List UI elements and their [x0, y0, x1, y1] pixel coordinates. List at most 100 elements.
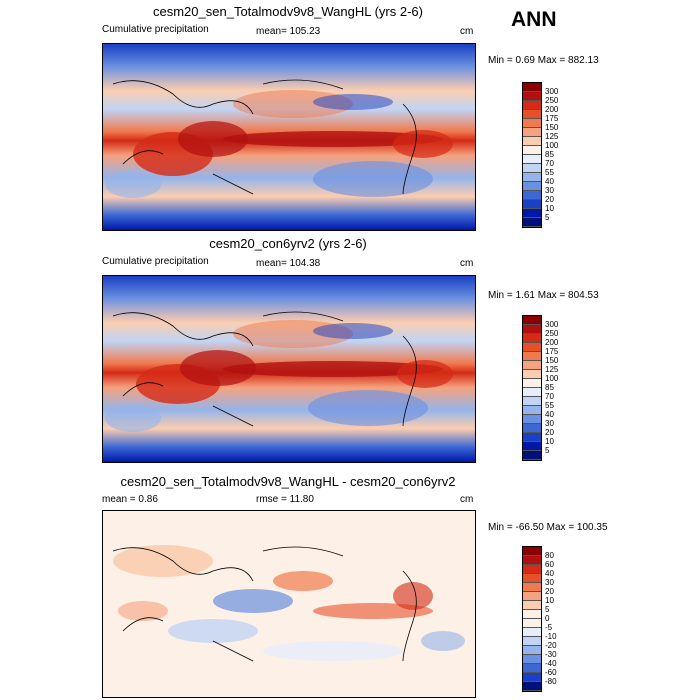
colorbar-label: 100: [545, 374, 559, 383]
colorbar-label: 125: [545, 132, 559, 141]
colorbar-cell: [523, 574, 541, 583]
panel-3-diff-field: [103, 511, 475, 697]
colorbar-label: 10: [545, 204, 554, 213]
colorbar-cell: [523, 664, 541, 673]
colorbar-label: 175: [545, 114, 559, 123]
colorbar-cell: [523, 610, 541, 619]
colorbar-label: 70: [545, 392, 554, 401]
colorbar-cell: [523, 137, 541, 146]
colorbar-cell: [523, 200, 541, 209]
panel-2-map: [102, 275, 476, 463]
colorbar-cell: [523, 682, 541, 691]
colorbar-label: 80: [545, 551, 554, 560]
colorbar-cell: [523, 92, 541, 101]
colorbar-label: 55: [545, 401, 554, 410]
colorbar-label: 60: [545, 560, 554, 569]
colorbar-label: 10: [545, 596, 554, 605]
colorbar-label: 250: [545, 96, 559, 105]
colorbar-cell: [523, 128, 541, 137]
colorbar-label: 70: [545, 159, 554, 168]
panel-3-colorbar: 80 60 40 30 20 10 5 0 -5 -10 -20 -30 -40 -60 -80: [522, 546, 557, 692]
colorbar-label: 55: [545, 168, 554, 177]
colorbar-label: 5: [545, 605, 550, 614]
colorbar-label: -60: [545, 668, 557, 677]
colorbar-label: 175: [545, 347, 559, 356]
colorbar-cell: [523, 628, 541, 637]
panel-3-units: cm: [460, 494, 474, 505]
colorbar-cell: [523, 101, 541, 110]
colorbar-cell: [523, 397, 541, 406]
colorbar-cell: [523, 646, 541, 655]
colorbar-cell: [523, 182, 541, 191]
panel-2-units: cm: [460, 258, 474, 269]
colorbar-label: -40: [545, 659, 557, 668]
colorbar-label: -30: [545, 650, 557, 659]
panel-3-map: [102, 510, 476, 698]
colorbar-label: 125: [545, 365, 559, 374]
colorbar-label: -80: [545, 677, 557, 686]
colorbar-label: 150: [545, 123, 559, 132]
colorbar-label: 20: [545, 195, 554, 204]
colorbar-label: 150: [545, 356, 559, 365]
colorbar-cell: [523, 352, 541, 361]
colorbar-cell: [523, 601, 541, 610]
season-title: ANN: [511, 8, 557, 31]
colorbar-label: 20: [545, 587, 554, 596]
colorbar-cell: [523, 146, 541, 155]
colorbar-label: 300: [545, 320, 559, 329]
panel-1-left-label: Cumulative precipitation: [102, 24, 209, 35]
colorbar-cell: [523, 83, 541, 92]
colorbar-label: 200: [545, 338, 559, 347]
panel-2-title: cesm20_con6yrv2 (yrs 2-6): [209, 236, 367, 251]
colorbar-cell: [523, 334, 541, 343]
colorbar-cell: [523, 592, 541, 601]
panel-3-title: cesm20_sen_Totalmodv9v8_WangHL - cesm20_…: [120, 474, 456, 489]
colorbar-cell: [523, 209, 541, 218]
panel-3-center-label: rmse = 11.80: [256, 494, 314, 505]
colorbar-label: 85: [545, 383, 554, 392]
colorbar-cell: [523, 424, 541, 433]
colorbar-cell: [523, 565, 541, 574]
colorbar-label: 250: [545, 329, 559, 338]
colorbar-label: 0: [545, 614, 550, 623]
colorbar-cell: [523, 655, 541, 664]
colorbar-label: 5: [545, 446, 550, 455]
panel-1-center-label: mean= 105.23: [256, 26, 321, 37]
colorbar-label: 85: [545, 150, 554, 159]
colorbar-cell: [523, 191, 541, 200]
panel-1-title: cesm20_sen_Totalmodv9v8_WangHL (yrs 2-6): [153, 4, 423, 19]
colorbar-cell: [523, 110, 541, 119]
colorbar-label: 5: [545, 213, 550, 222]
panel-1-units: cm: [460, 26, 474, 37]
colorbar-cell: [523, 325, 541, 334]
panel-1-minmax: Min = 0.69 Max = 882.13: [488, 55, 599, 66]
colorbar-label: 20: [545, 428, 554, 437]
colorbar-cell: [523, 361, 541, 370]
colorbar-label: 30: [545, 578, 554, 587]
colorbar-cell: [523, 433, 541, 442]
colorbar-cell: [523, 164, 541, 173]
colorbar-cell: [523, 388, 541, 397]
colorbar-label: 40: [545, 410, 554, 419]
panel-2-minmax: Min = 1.61 Max = 804.53: [488, 290, 599, 301]
panel-1-colorbar: 300 250 200 175 150 125 100 85 70 55 40 30 20 10 5: [522, 82, 558, 228]
colorbar-cell: [523, 442, 541, 451]
colorbar-cell: [523, 119, 541, 128]
panel-3-left-label: mean = 0.86: [102, 494, 158, 505]
panel-2-center-label: mean= 104.38: [256, 258, 321, 269]
panel-1-precip-field: [103, 44, 475, 230]
colorbar-cell: [523, 316, 541, 325]
panel-3-minmax: Min = -66.50 Max = 100.35: [488, 522, 608, 533]
panel-1-map: [102, 43, 476, 231]
colorbar-cell: [523, 173, 541, 182]
colorbar-cell: [523, 155, 541, 164]
colorbar-label: -5: [545, 623, 553, 632]
panel-2-precip-field: [103, 276, 475, 462]
colorbar-cell: [523, 673, 541, 682]
colorbar-cell: [523, 370, 541, 379]
colorbar-cell: [523, 556, 541, 565]
panel-2-left-label: Cumulative precipitation: [102, 256, 209, 267]
colorbar-label: 30: [545, 419, 554, 428]
colorbar-cell: [523, 547, 541, 556]
colorbar-cell: [523, 451, 541, 460]
